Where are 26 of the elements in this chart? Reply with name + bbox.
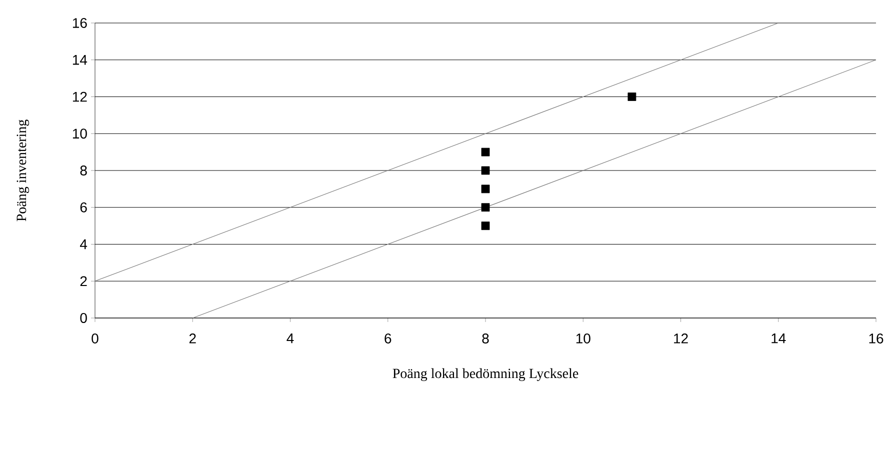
x-tick-label: 0 — [92, 334, 98, 344]
point — [628, 92, 636, 101]
x-axis-title: Poäng lokal bedömning Lycksele — [392, 368, 578, 382]
y-tick-label: 12 — [72, 92, 87, 102]
y-tick-label: 2 — [80, 276, 87, 286]
y-tick-label: 4 — [80, 239, 88, 250]
point — [481, 222, 490, 230]
x-tick-label: 6 — [384, 334, 392, 344]
x-tick-label: 2 — [189, 334, 196, 344]
x-tick-label: 12 — [674, 334, 688, 344]
y-tick-label: 14 — [72, 55, 88, 65]
y-tick-label: 6 — [80, 202, 87, 212]
y-tick-label: 0 — [80, 313, 87, 323]
y-tick-label: 16 — [72, 18, 87, 28]
x-tick-label: 10 — [576, 334, 590, 344]
x-tick-label: 16 — [869, 334, 884, 344]
x-tick-label: 14 — [772, 334, 786, 344]
y-tick-label: 8 — [80, 166, 87, 176]
y-tick-label: 10 — [72, 128, 87, 139]
y-axis-title: Poäng inventering — [16, 120, 30, 222]
x-tick-label: 8 — [482, 334, 489, 344]
point — [481, 203, 490, 212]
point — [481, 184, 490, 194]
x-tick-label: 4 — [286, 334, 294, 344]
point — [481, 148, 490, 156]
point — [481, 166, 490, 175]
